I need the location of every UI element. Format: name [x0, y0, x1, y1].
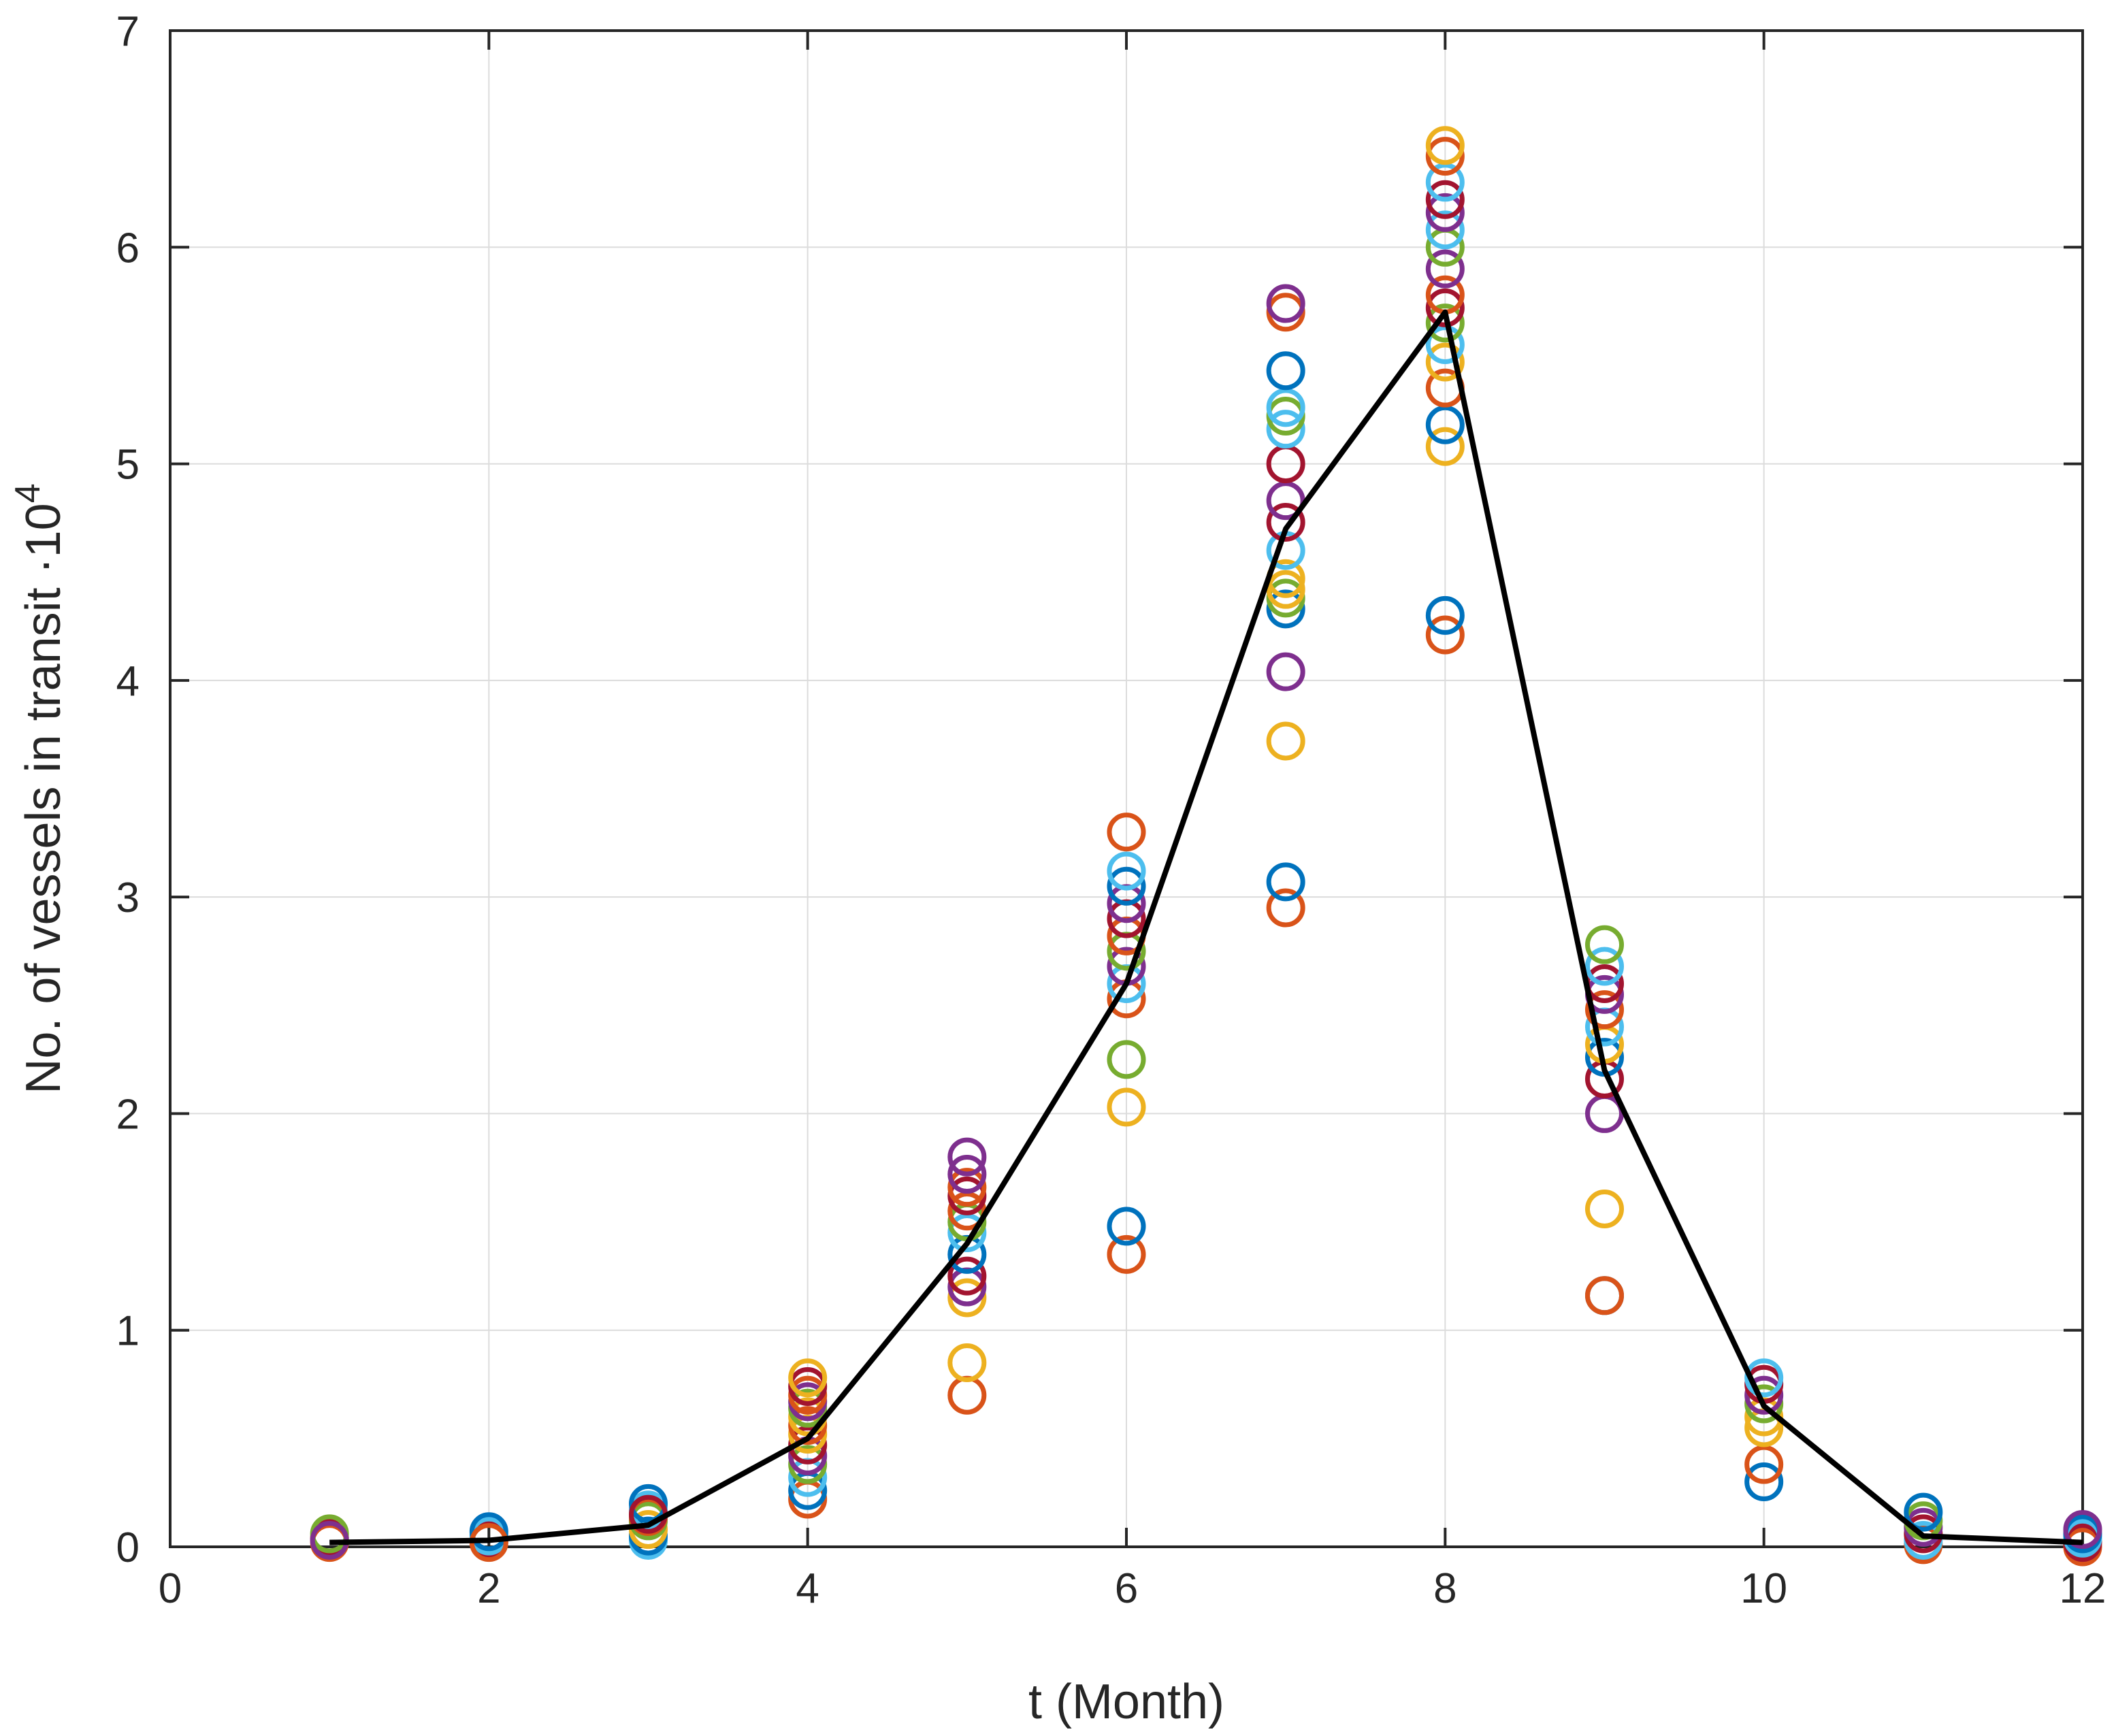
scatter-point	[1585, 947, 1624, 986]
scatter-point	[1266, 481, 1305, 521]
scatter-point	[1425, 595, 1465, 635]
y-axis-label-exponent: 4	[8, 483, 48, 503]
scatter-point	[1266, 888, 1305, 928]
scatter-point	[1425, 249, 1465, 289]
scatter-point	[1425, 615, 1465, 655]
scatter-point	[1425, 325, 1465, 365]
scatter-point	[1266, 503, 1305, 542]
scatter-point	[1266, 388, 1305, 427]
x-tick-label: 0	[159, 1565, 182, 1612]
scatter-point	[1425, 304, 1465, 343]
y-axis-label-group: No. of vessels in transit ·104	[8, 483, 71, 1094]
x-tick-label: 8	[1433, 1565, 1456, 1612]
axis-ticks	[169, 29, 2084, 1548]
scatter-point	[1107, 1087, 1146, 1127]
scatter-point	[1266, 570, 1305, 609]
scatter-point	[629, 1484, 668, 1523]
scatter-point	[469, 1512, 508, 1552]
x-tick-label: 4	[796, 1565, 819, 1612]
scatter-point	[1107, 813, 1146, 852]
scatter-point	[1585, 925, 1624, 964]
scatter-point	[1107, 866, 1146, 906]
scatter-point	[1425, 163, 1465, 202]
y-tick-label: 7	[116, 8, 140, 55]
scatter-point	[1585, 1276, 1624, 1315]
scatter-point	[1266, 652, 1305, 691]
y-axis-label: No. of vessels in transit ·104	[8, 483, 71, 1094]
scatter-point	[1266, 410, 1305, 449]
scatter-point	[1266, 589, 1305, 629]
scatter-point	[947, 1256, 987, 1296]
scatter-point	[1266, 721, 1305, 761]
scatter-point	[1107, 1234, 1146, 1274]
scatter-point	[1585, 990, 1624, 1030]
scatter-point	[1425, 210, 1465, 250]
scatter-point	[1266, 284, 1305, 323]
scatter-point	[947, 1137, 987, 1177]
x-tick-label: 6	[1115, 1565, 1138, 1612]
scatter-point	[1266, 862, 1305, 902]
x-tick-label: 12	[2060, 1565, 2106, 1612]
y-axis-label-text: No. of vessels in transit ·10	[16, 503, 71, 1094]
y-tick-label: 0	[116, 1524, 140, 1571]
scatter-point	[1425, 180, 1465, 219]
x-tick-label: 2	[477, 1565, 500, 1612]
scatter-point	[947, 1278, 987, 1317]
y-tick-label: 5	[116, 442, 140, 489]
y-tick-label: 4	[116, 658, 140, 705]
scatter-point	[947, 1168, 987, 1207]
scatter-point	[947, 1375, 987, 1415]
scatter-markers	[310, 126, 2102, 1567]
mean-trend-line	[329, 309, 2083, 1545]
y-tick-label: 3	[116, 874, 140, 921]
y-tick-label: 1	[116, 1308, 140, 1355]
scatter-point	[1425, 342, 1465, 382]
x-axis-tick-labels: 0 2 4 6 8 10 12	[159, 1565, 2106, 1612]
scatter-point	[947, 1155, 987, 1194]
scatter-point	[1744, 1462, 1784, 1502]
scatter-point	[947, 1213, 987, 1252]
y-tick-label: 6	[116, 225, 140, 272]
scatter-point	[947, 1343, 987, 1382]
scatter-point	[2063, 1510, 2102, 1550]
scatter-point	[1744, 1358, 1784, 1398]
y-axis-tick-labels: 0 1 2 3 4 5 6 7	[116, 8, 140, 1571]
y-tick-label: 2	[116, 1091, 140, 1138]
scatter-point	[1266, 351, 1305, 391]
scatter-point	[1425, 126, 1465, 165]
scatter-point	[1425, 137, 1465, 176]
scatter-point	[1744, 1445, 1784, 1484]
scatter-point	[788, 1358, 828, 1398]
scatter-point	[1585, 1189, 1624, 1228]
scatter-point	[1425, 427, 1465, 466]
scatter-point	[1904, 1492, 1943, 1532]
scatter-point	[1744, 1375, 1784, 1415]
scatter-point	[1107, 1040, 1146, 1079]
scatter-point	[1425, 405, 1465, 444]
x-axis-label: t (Month)	[1028, 1675, 1224, 1729]
scatter-point	[1107, 851, 1146, 891]
scatter-point	[1425, 193, 1465, 232]
x-tick-label: 10	[1740, 1565, 1787, 1612]
grid-lines	[169, 30, 2083, 1547]
scatter-point	[1107, 1207, 1146, 1246]
